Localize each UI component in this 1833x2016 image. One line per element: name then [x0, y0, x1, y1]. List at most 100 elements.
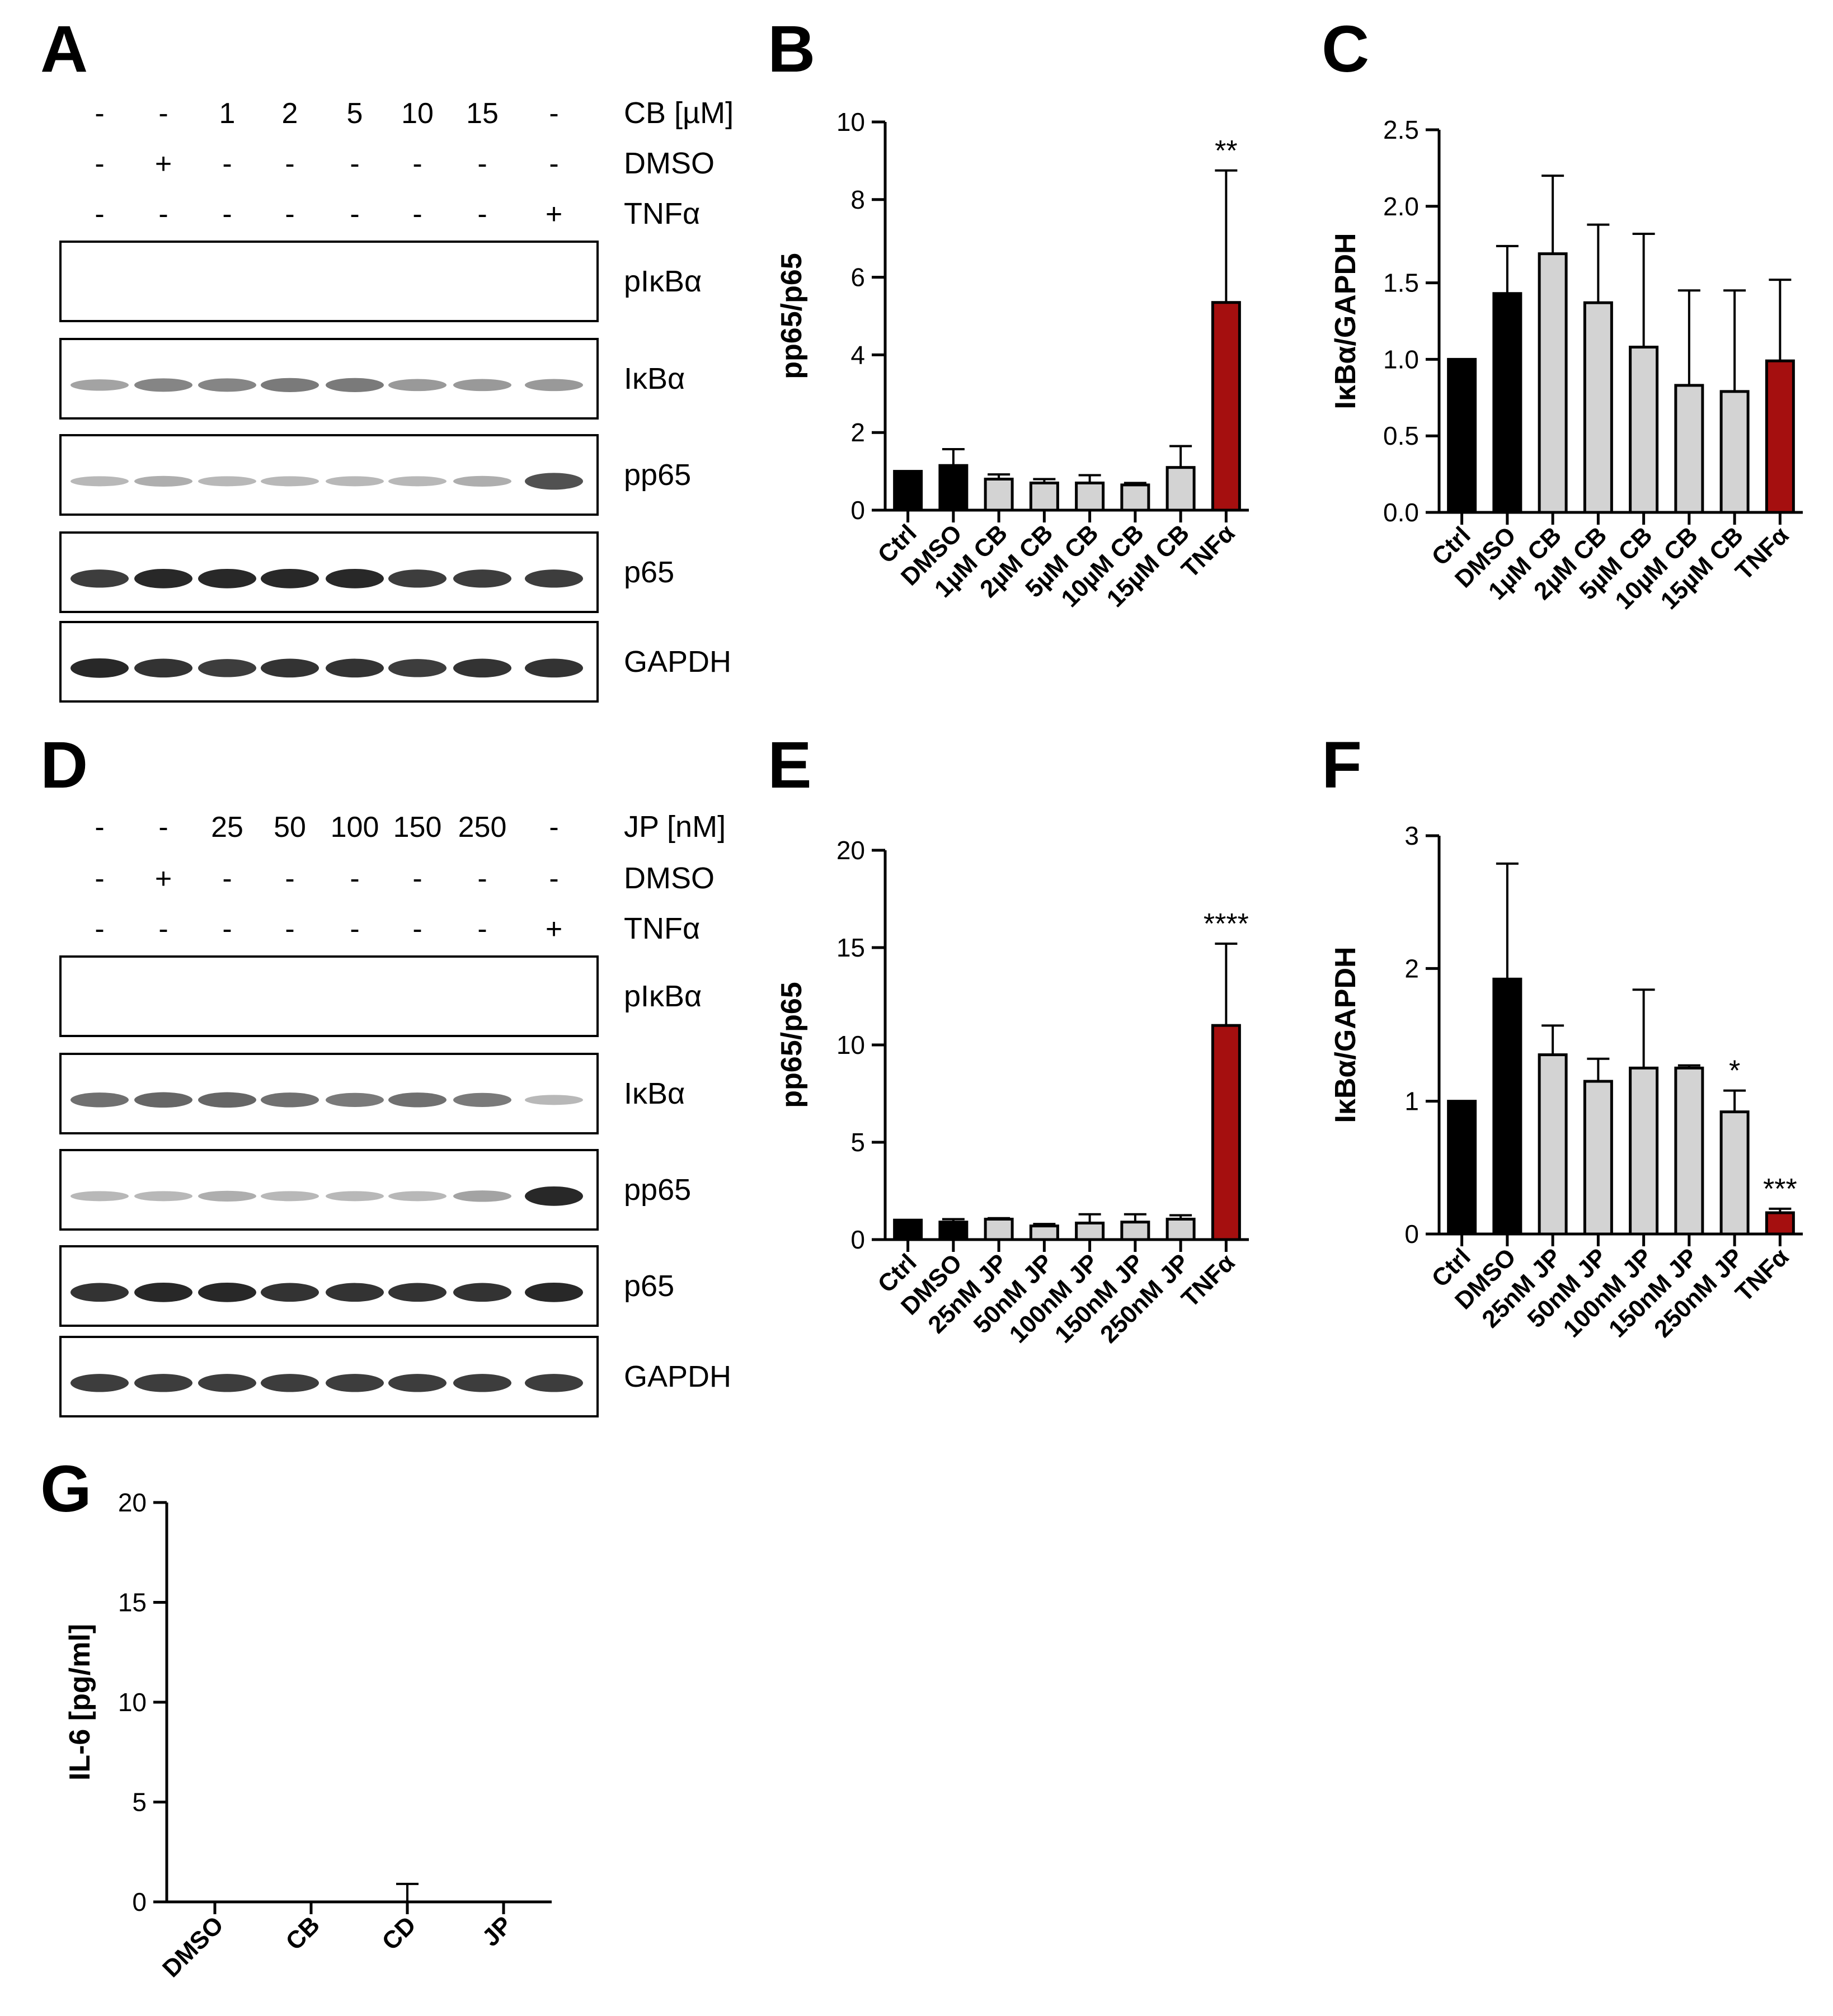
blot-strip-frame: [59, 531, 599, 613]
bar: [1538, 1053, 1568, 1236]
blot-strip: GAPDH: [59, 621, 731, 703]
y-tick-label: 2: [850, 418, 865, 447]
panel-letter-g: G: [40, 1452, 92, 1526]
condition-mark: 1: [219, 97, 236, 130]
protein-band: [453, 475, 511, 487]
blot-strip-frame: [59, 1149, 599, 1231]
bar: [1765, 1211, 1795, 1236]
y-tick-label: 5: [850, 1128, 865, 1157]
protein-band: [261, 1191, 319, 1202]
condition-row: - + - - - - - - DMSO: [95, 861, 715, 895]
bar: [1674, 384, 1704, 514]
y-tick-label: 0: [132, 1887, 147, 1916]
protein-band: [198, 1374, 256, 1392]
condition-mark: +: [546, 198, 562, 230]
blot-strip: GAPDH: [59, 1336, 731, 1417]
condition-mark: 150: [393, 811, 442, 844]
condition-mark: -: [285, 148, 294, 180]
bar: [1165, 1217, 1196, 1241]
protein-label: IκBα: [624, 1077, 685, 1110]
protein-band: [134, 568, 192, 588]
protein-band: [198, 476, 256, 487]
protein-band: [388, 1283, 446, 1302]
significance-marker: *: [1729, 1055, 1740, 1087]
x-tick-label: CD: [377, 1911, 421, 1956]
western-blot-a: - - 1 2 5 10 15 - CB [µM] - + - - - - - - DMSO - - - - - - - + TNF…: [59, 96, 734, 703]
protein-band: [134, 1092, 192, 1108]
protein-band: [70, 1191, 129, 1202]
bar: [1719, 1110, 1750, 1236]
panel-letter-d: D: [40, 728, 88, 802]
bar: [1492, 977, 1522, 1236]
blot-strip: pIκBα: [59, 955, 702, 1037]
panel-letter-c: C: [1322, 12, 1369, 86]
condition-mark: -: [285, 198, 294, 230]
y-tick-label: 20: [118, 1488, 147, 1517]
bar: [1765, 359, 1795, 514]
condition-mark: -: [412, 198, 422, 230]
bar: [1719, 390, 1750, 514]
blot-strip-frame: [59, 955, 599, 1037]
protein-band: [261, 1283, 319, 1302]
protein-band: [261, 378, 319, 392]
protein-band: [525, 658, 583, 678]
bar: [984, 1217, 1014, 1241]
condition-mark: -: [222, 913, 232, 945]
condition-mark: -: [412, 148, 422, 180]
significance-marker: ***: [1763, 1173, 1797, 1205]
protein-band: [198, 1190, 256, 1202]
condition-label: DMSO: [624, 147, 715, 180]
y-axis-label: IL-6 [pg/ml]: [64, 1624, 96, 1781]
y-tick-label: 2: [1404, 954, 1419, 983]
protein-band: [525, 1374, 583, 1392]
condition-mark: -: [158, 913, 168, 945]
protein-band: [525, 1095, 583, 1105]
protein-band: [261, 476, 319, 487]
protein-band: [134, 658, 192, 678]
protein-band: [525, 1186, 583, 1206]
protein-band: [525, 569, 583, 588]
protein-band: [453, 1092, 511, 1107]
condition-row: - - 25 50 100 150 250 - JP [nM]: [95, 810, 726, 844]
protein-band: [198, 1282, 256, 1302]
protein-band: [134, 1282, 192, 1302]
y-axis-label: pp65/p65: [776, 982, 808, 1108]
y-tick-label: 0: [850, 1225, 865, 1254]
protein-label: GAPDH: [624, 645, 731, 679]
significance-marker: **: [1215, 135, 1237, 167]
condition-mark: -: [222, 148, 232, 180]
bar: [1447, 1100, 1477, 1236]
panel-letter-f: F: [1322, 728, 1362, 802]
protein-band: [134, 475, 192, 487]
condition-mark: -: [350, 198, 359, 230]
blot-strip: p65: [59, 531, 674, 613]
condition-mark: -: [158, 97, 168, 130]
y-tick-label: 20: [836, 836, 865, 865]
x-tick-label: DMSO: [157, 1911, 229, 1982]
bar: [1211, 301, 1241, 512]
bar: [1029, 1224, 1059, 1241]
condition-mark: -: [350, 148, 359, 180]
protein-band: [453, 1374, 511, 1392]
bar: [938, 1221, 969, 1241]
condition-mark: -: [285, 863, 294, 895]
bar: [1583, 301, 1613, 514]
protein-band: [261, 1374, 319, 1392]
condition-mark: -: [477, 148, 487, 180]
protein-label: p65: [624, 555, 674, 589]
bar: [1447, 357, 1477, 514]
x-tick-label: TNFα: [1730, 521, 1794, 585]
y-tick-label: 3: [1404, 821, 1419, 850]
protein-label: IκBα: [624, 362, 685, 395]
condition-mark: -: [222, 863, 232, 895]
condition-mark: -: [285, 913, 294, 945]
bar: [984, 477, 1014, 512]
condition-mark: -: [412, 913, 422, 945]
blot-strip-frame: [59, 1053, 599, 1134]
protein-band: [261, 658, 319, 678]
bar: [1120, 483, 1150, 512]
protein-band: [134, 1191, 192, 1202]
condition-mark: -: [158, 811, 168, 844]
bar: [1029, 481, 1059, 512]
protein-label: pIκBα: [624, 265, 702, 298]
